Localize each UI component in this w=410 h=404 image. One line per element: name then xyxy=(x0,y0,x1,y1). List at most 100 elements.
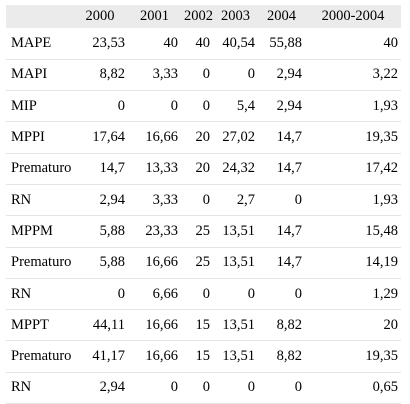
row-label: MAPE xyxy=(11,34,52,51)
table-row: RN 2,94 3,33 0 2,7 0 1,93 xyxy=(6,184,401,216)
table-cell: 2,94 xyxy=(276,97,302,114)
table-container: 2000 2001 2002 2003 2004 2000-2004 MAPE 2… xyxy=(6,5,401,404)
table-cell: 0 xyxy=(170,379,178,396)
row-label: MPPI xyxy=(11,129,45,146)
table-cell: 1,93 xyxy=(372,191,398,208)
table-row: MPPT 44,11 16,66 15 13,51 8,82 20 xyxy=(6,310,401,341)
table-row: Prematuro 5,88 16,66 25 13,51 14,7 14,19 xyxy=(6,247,401,279)
table-cell: 17,64 xyxy=(92,129,125,146)
table-cell: 3,33 xyxy=(152,191,178,208)
row-label: Prematuro xyxy=(11,254,72,271)
table-cell: 0 xyxy=(202,66,210,83)
table-row: MAPI 8,82 3,33 0 0 2,94 3,22 xyxy=(6,59,401,91)
table-cell: 14,7 xyxy=(276,222,302,239)
table-cell: 0 xyxy=(202,379,210,396)
header-cell-2000: 2000 xyxy=(85,8,115,24)
header-cell-label xyxy=(6,5,72,28)
table-cell: 15 xyxy=(195,316,211,333)
table-cell: 0 xyxy=(117,285,125,302)
header-cell-2003: 2003 xyxy=(221,8,250,24)
row-label: MPPM xyxy=(11,222,53,239)
table-cell: 27,02 xyxy=(222,129,255,146)
table-cell: 14,7 xyxy=(99,160,125,177)
table-cell: 0 xyxy=(247,379,255,396)
table-cell: 13,51 xyxy=(222,316,255,333)
table-cell: 16,66 xyxy=(145,254,178,271)
table-cell: 44,11 xyxy=(92,316,125,333)
table-row: RN 0 6,66 0 0 0 1,29 xyxy=(6,278,401,310)
table-cell: 14,7 xyxy=(276,160,302,177)
table-cell: 19,35 xyxy=(365,129,398,146)
table-cell: 24,32 xyxy=(222,160,255,177)
table-cell: 16,66 xyxy=(145,129,178,146)
table-cell: 8,82 xyxy=(99,66,125,83)
table-cell: 1,93 xyxy=(372,97,398,114)
table-cell: 0,65 xyxy=(372,379,398,396)
table-cell: 0 xyxy=(202,191,210,208)
row-label: MAPI xyxy=(11,66,48,83)
table-cell: 23,53 xyxy=(92,34,125,51)
table-cell: 25 xyxy=(195,222,211,239)
header-cell-2000-2004: 2000-2004 xyxy=(321,8,385,24)
table-cell: 55,88 xyxy=(269,34,302,51)
data-table: 2000 2001 2002 2003 2004 2000-2004 MAPE 2… xyxy=(6,5,401,404)
table-cell: 14,19 xyxy=(365,254,398,271)
table-cell: 14,7 xyxy=(276,254,302,271)
table-cell: 40 xyxy=(163,34,179,51)
table-cell: 20 xyxy=(383,316,399,333)
table-cell: 13,51 xyxy=(222,348,255,365)
row-label: Prematuro xyxy=(11,160,72,177)
table-cell: 20 xyxy=(195,160,211,177)
table-cell: 15,48 xyxy=(365,222,398,239)
table-cell: 15 xyxy=(195,348,211,365)
header-row: 2000 2001 2002 2003 2004 2000-2004 xyxy=(6,5,401,28)
table-row: MAPE 23,53 40 40 40,54 55,88 40 xyxy=(6,28,401,60)
table-cell: 40 xyxy=(195,34,211,51)
table-cell: 23,33 xyxy=(145,222,178,239)
table-cell: 2,94 xyxy=(99,191,125,208)
table-body: MAPE 23,53 40 40 40,54 55,88 40 MAPI 8,82 3,33 0 0 2… xyxy=(6,28,401,404)
table-row: MPPI 17,64 16,66 20 27,02 14,7 19,35 xyxy=(6,122,401,154)
table-cell: 25 xyxy=(195,254,211,271)
table-cell: 8,82 xyxy=(276,316,302,333)
table-cell: 5,88 xyxy=(99,254,125,271)
table-cell: 0 xyxy=(247,285,255,302)
table-cell: 13,33 xyxy=(145,160,178,177)
table-cell: 0 xyxy=(170,97,178,114)
table-cell: 3,22 xyxy=(372,66,398,83)
table-cell: 41,17 xyxy=(92,348,125,365)
table-cell: 3,33 xyxy=(152,66,178,83)
row-label: Prematuro xyxy=(11,348,72,365)
table-cell: 2,94 xyxy=(276,66,302,83)
table-header: 2000 2001 2002 2003 2004 2000-2004 xyxy=(6,5,401,28)
table-cell: 40,54 xyxy=(222,34,255,51)
table-row: MPPM 5,88 23,33 25 13,51 14,7 15,48 xyxy=(6,216,401,248)
table-cell: 0 xyxy=(202,285,210,302)
table-row: Prematuro 14,7 13,33 20 24,32 14,7 17,42 xyxy=(6,153,401,185)
table-cell: 40 xyxy=(383,34,399,51)
table-cell: 13,51 xyxy=(222,254,255,271)
table-cell: 2,94 xyxy=(99,379,125,396)
table-cell: 6,66 xyxy=(152,285,178,302)
table-cell: 0 xyxy=(247,66,255,83)
table-cell: 5,4 xyxy=(236,97,255,114)
row-label: RN xyxy=(11,191,32,208)
table-cell: 2,7 xyxy=(236,191,255,208)
table-cell: 0 xyxy=(294,379,302,396)
header-cell-2004: 2004 xyxy=(267,8,296,24)
table-cell: 1,29 xyxy=(372,285,398,302)
row-label: MIP xyxy=(11,97,37,114)
header-cell-2002: 2002 xyxy=(184,8,213,24)
table-cell: 19,35 xyxy=(365,348,398,365)
table-cell: 0 xyxy=(117,97,125,114)
row-label: RN xyxy=(11,285,32,302)
table-cell: 0 xyxy=(202,97,210,114)
row-label: RN xyxy=(11,379,32,396)
header-cell-2001: 2001 xyxy=(140,8,169,24)
table-cell: 5,88 xyxy=(99,222,125,239)
row-label: MPPT xyxy=(11,316,49,333)
table-cell: 20 xyxy=(195,129,211,146)
table-row: MIP 0 0 0 5,4 2,94 1,93 xyxy=(6,91,401,122)
table-cell: 14,7 xyxy=(276,129,302,146)
table-cell: 0 xyxy=(294,191,302,208)
